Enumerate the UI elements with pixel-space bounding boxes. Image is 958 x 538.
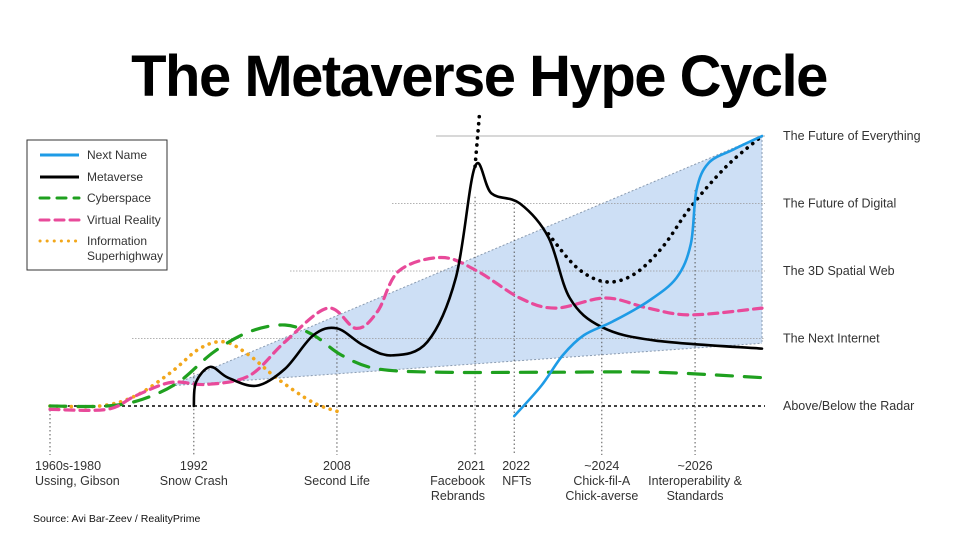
milestone-label: Facebook (430, 474, 486, 488)
milestone-label: 1992 (180, 459, 208, 473)
legend-label: Metaverse (87, 170, 143, 184)
milestone-label: 1960s-1980 (35, 459, 101, 473)
level-label: The Future of Everything (783, 129, 921, 143)
milestone-label: NFTs (502, 474, 531, 488)
series-next-name (512, 134, 764, 418)
milestone-label: Rebrands (431, 489, 485, 503)
legend-label: Cyberspace (87, 191, 151, 205)
milestone-label: 2022 (502, 459, 530, 473)
milestone-label: ~2024 (584, 459, 619, 473)
series-metaverse (192, 161, 764, 408)
milestone-label: Standards (667, 489, 724, 503)
legend-label: Virtual Reality (87, 213, 161, 227)
milestone-label: 2021 (457, 459, 485, 473)
milestone-label: 2008 (323, 459, 351, 473)
band-lower-edge (171, 342, 763, 387)
series-metaverse-peak-extension (473, 113, 482, 169)
band-upper-edge (170, 135, 763, 387)
hype-band (170, 135, 763, 387)
level-label: Above/Below the Radar (783, 399, 914, 413)
milestone-label: ~2026 (678, 459, 713, 473)
level-label: The 3D Spatial Web (783, 264, 895, 278)
level-label: The Future of Digital (783, 197, 896, 211)
source-caption: Source: Avi Bar-Zeev / RealityPrime (33, 513, 201, 525)
milestone-label: Second Life (304, 474, 370, 488)
series-virtual-reality (48, 255, 764, 412)
legend-label: Information (87, 234, 147, 248)
chart-title: The Metaverse Hype Cycle (131, 44, 828, 109)
milestone-label: Snow Crash (160, 474, 228, 488)
level-label: The Next Internet (783, 332, 880, 346)
milestone-label: Interoperability & (648, 474, 742, 488)
milestone-label: Ussing, Gibson (35, 474, 120, 488)
level-gridlines: Above/Below the Radar The Next Internet Th… (50, 129, 921, 413)
series-lines (48, 113, 764, 418)
milestone-label: Chick-averse (565, 489, 638, 503)
legend-box (26, 139, 168, 271)
legend-label: Superhighway (87, 249, 163, 263)
milestone-label: Chick-fil-A (573, 474, 631, 488)
legend: Next Name Metaverse Cyberspace Virtual Real… (26, 139, 168, 271)
legend-label: Next Name (87, 148, 147, 162)
